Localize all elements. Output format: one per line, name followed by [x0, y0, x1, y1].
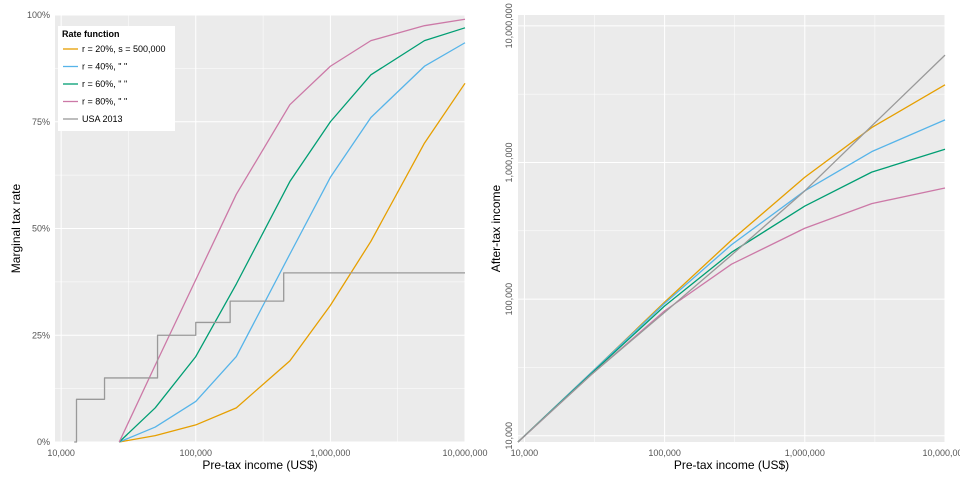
- x-tick-label: 100,000: [179, 448, 212, 458]
- legend-entries: r = 20%, s = 500,000 r = 40%, " " r = 60%,…: [63, 44, 166, 124]
- series-line-r20: [119, 82, 466, 443]
- marginal-rate-panel: 0%25%50%75%100% 10,000 100,000 1,000,000 10…: [9, 10, 488, 472]
- series-line-r40: [517, 119, 946, 443]
- legend-label: r = 80%, " ": [82, 97, 127, 107]
- series-line-r40: [118, 42, 466, 443]
- gridlines: [55, 14, 466, 443]
- y-tick-label: 50%: [32, 224, 50, 234]
- series-lines: [517, 54, 946, 443]
- y-axis-label: After-tax income: [489, 184, 503, 272]
- series-line-r60: [118, 27, 466, 443]
- y-tick-label: 25%: [32, 330, 50, 340]
- x-tick-label: 10,000: [511, 448, 539, 458]
- x-tick-label: 1,000,000: [310, 448, 350, 458]
- x-axis-label: Pre-tax income (US$): [674, 458, 789, 472]
- legend: Rate function r = 20%, s = 500,000 r = 40…: [58, 26, 175, 131]
- legend-title: Rate function: [62, 29, 120, 39]
- series-line-r60: [517, 148, 946, 443]
- x-tick-label: 10,000: [47, 448, 75, 458]
- x-tick-labels: 10,000 100,000 1,000,000 10,000,000: [511, 448, 960, 458]
- y-tick-label: 10,000,000: [504, 3, 514, 48]
- series-line-usa: [74, 272, 465, 443]
- y-tick-labels: 0% 25% 50% 75% 100%: [27, 10, 50, 447]
- legend-label: r = 20%, s = 500,000: [82, 44, 166, 54]
- x-tick-label: 1,000,000: [785, 448, 825, 458]
- series-line-usa: [517, 54, 946, 443]
- y-axis-label: Marginal tax rate: [9, 183, 23, 273]
- x-tick-labels: 10,000 100,000 1,000,000 10,000,000: [47, 448, 487, 458]
- series-line-r80: [118, 18, 466, 443]
- y-tick-label: 100%: [27, 10, 50, 20]
- legend-label: USA 2013: [82, 114, 123, 124]
- plot-background: [518, 15, 945, 442]
- y-tick-label: 75%: [32, 117, 50, 127]
- series-lines: [74, 18, 466, 443]
- legend-label: r = 60%, " ": [82, 79, 127, 89]
- y-tick-label: 0%: [37, 437, 50, 447]
- y-tick-label: 100,000: [504, 283, 514, 316]
- legend-label: r = 40%, " ": [82, 62, 127, 72]
- y-tick-labels: 10,000 100,000 1,000,000 10,000,000: [504, 3, 514, 449]
- legend-box: [58, 26, 175, 131]
- x-tick-label: 10,000,000: [922, 448, 960, 458]
- y-tick-label: 1,000,000: [504, 142, 514, 182]
- x-tick-label: 10,000,000: [442, 448, 487, 458]
- y-tick-label: 10,000: [504, 422, 514, 450]
- x-tick-label: 100,000: [648, 448, 681, 458]
- x-axis-label: Pre-tax income (US$): [202, 458, 317, 472]
